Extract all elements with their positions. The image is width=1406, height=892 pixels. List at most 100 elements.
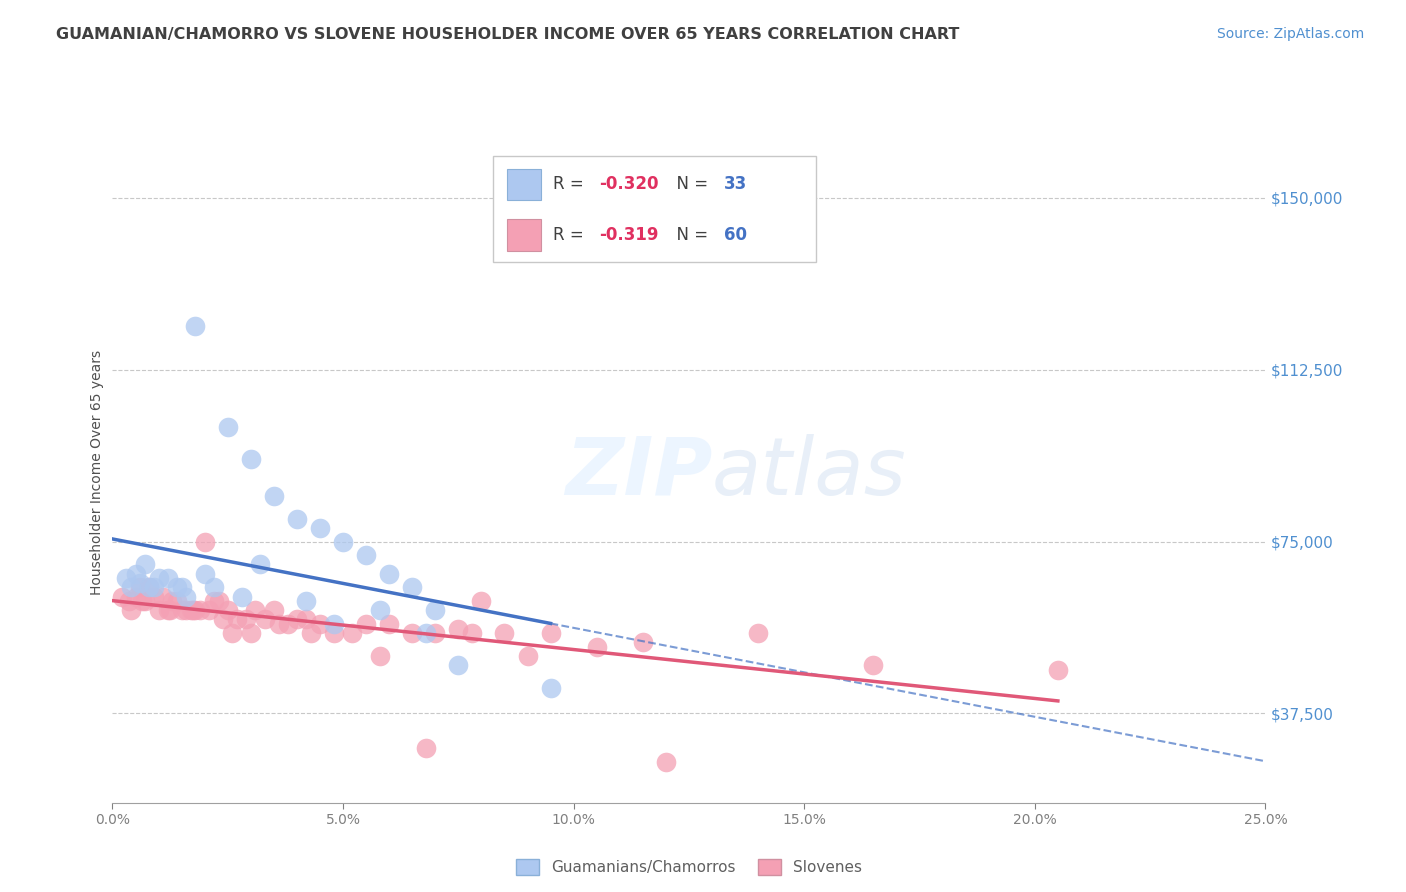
Point [148,603,170,617]
Point [285,612,308,626]
Point [134,558,156,572]
FancyBboxPatch shape [506,219,541,251]
Point [170,580,193,594]
Point [217,420,239,434]
Text: GUAMANIAN/CHAMORRO VS SLOVENE HOUSEHOLDER INCOME OVER 65 YEARS CORRELATION CHART: GUAMANIAN/CHAMORRO VS SLOVENE HOUSEHOLDE… [56,27,960,42]
Point [181,603,204,617]
Point [378,617,401,632]
Point [309,617,332,632]
Point [129,575,152,590]
Point [138,580,160,594]
Point [231,590,253,604]
Point [115,571,138,585]
Point [174,590,197,604]
Point [152,590,174,604]
Point [239,626,262,640]
Point [415,626,437,640]
Point [447,622,470,636]
Text: Source: ZipAtlas.com: Source: ZipAtlas.com [1216,27,1364,41]
Point [322,626,344,640]
Point [124,566,146,581]
Point [368,603,391,617]
Point [540,626,562,640]
Point [159,603,181,617]
Text: -0.319: -0.319 [599,227,658,244]
Point [285,511,308,525]
Point [263,603,285,617]
Point [516,649,538,664]
Text: R =: R = [553,227,589,244]
Point [378,566,401,581]
Text: 33: 33 [724,176,747,194]
Point [263,489,285,503]
Point [180,603,202,617]
Text: 60: 60 [724,227,747,244]
Point [747,626,769,640]
Point [184,603,207,617]
Point [188,603,211,617]
Point [631,635,654,649]
Point [309,521,332,535]
Point [277,617,299,632]
Point [184,319,207,334]
Legend: Guamanians/Chamorros, Slovenes: Guamanians/Chamorros, Slovenes [509,853,869,881]
Point [174,603,197,617]
Point [156,571,179,585]
Point [415,740,437,755]
Point [134,594,156,608]
Text: N =: N = [666,176,713,194]
FancyBboxPatch shape [494,156,815,261]
Point [124,590,146,604]
Point [143,580,166,594]
Point [212,612,235,626]
Point [226,612,249,626]
Point [862,658,884,673]
Point [235,612,257,626]
Point [138,580,160,594]
Point [295,594,318,608]
Point [368,649,391,664]
Point [494,626,516,640]
Point [425,603,447,617]
Point [170,603,193,617]
Point [143,590,166,604]
Point [655,755,678,769]
Text: N =: N = [666,227,713,244]
Text: atlas: atlas [711,434,907,512]
Point [299,626,322,640]
Point [111,590,134,604]
Point [166,594,188,608]
Text: -0.320: -0.320 [599,176,658,194]
Point [148,571,170,585]
Point [129,580,152,594]
Point [342,626,364,640]
Point [131,594,153,608]
Point [1046,663,1069,677]
Text: R =: R = [553,176,589,194]
Point [332,534,354,549]
Point [425,626,447,640]
Point [117,594,139,608]
Point [221,626,243,640]
Point [245,603,267,617]
Point [470,594,492,608]
Point [194,566,217,581]
Point [461,626,484,640]
Text: ZIP: ZIP [565,434,711,512]
Point [354,548,377,563]
Y-axis label: Householder Income Over 65 years: Householder Income Over 65 years [90,351,104,595]
Point [267,617,290,632]
Point [540,681,562,696]
Point [401,580,423,594]
Point [120,603,142,617]
Point [198,603,221,617]
FancyBboxPatch shape [506,169,541,201]
Point [120,580,142,594]
Point [249,558,271,572]
Point [239,452,262,467]
Point [202,594,225,608]
Point [207,594,229,608]
Point [295,612,318,626]
Point [585,640,607,654]
Point [322,617,344,632]
